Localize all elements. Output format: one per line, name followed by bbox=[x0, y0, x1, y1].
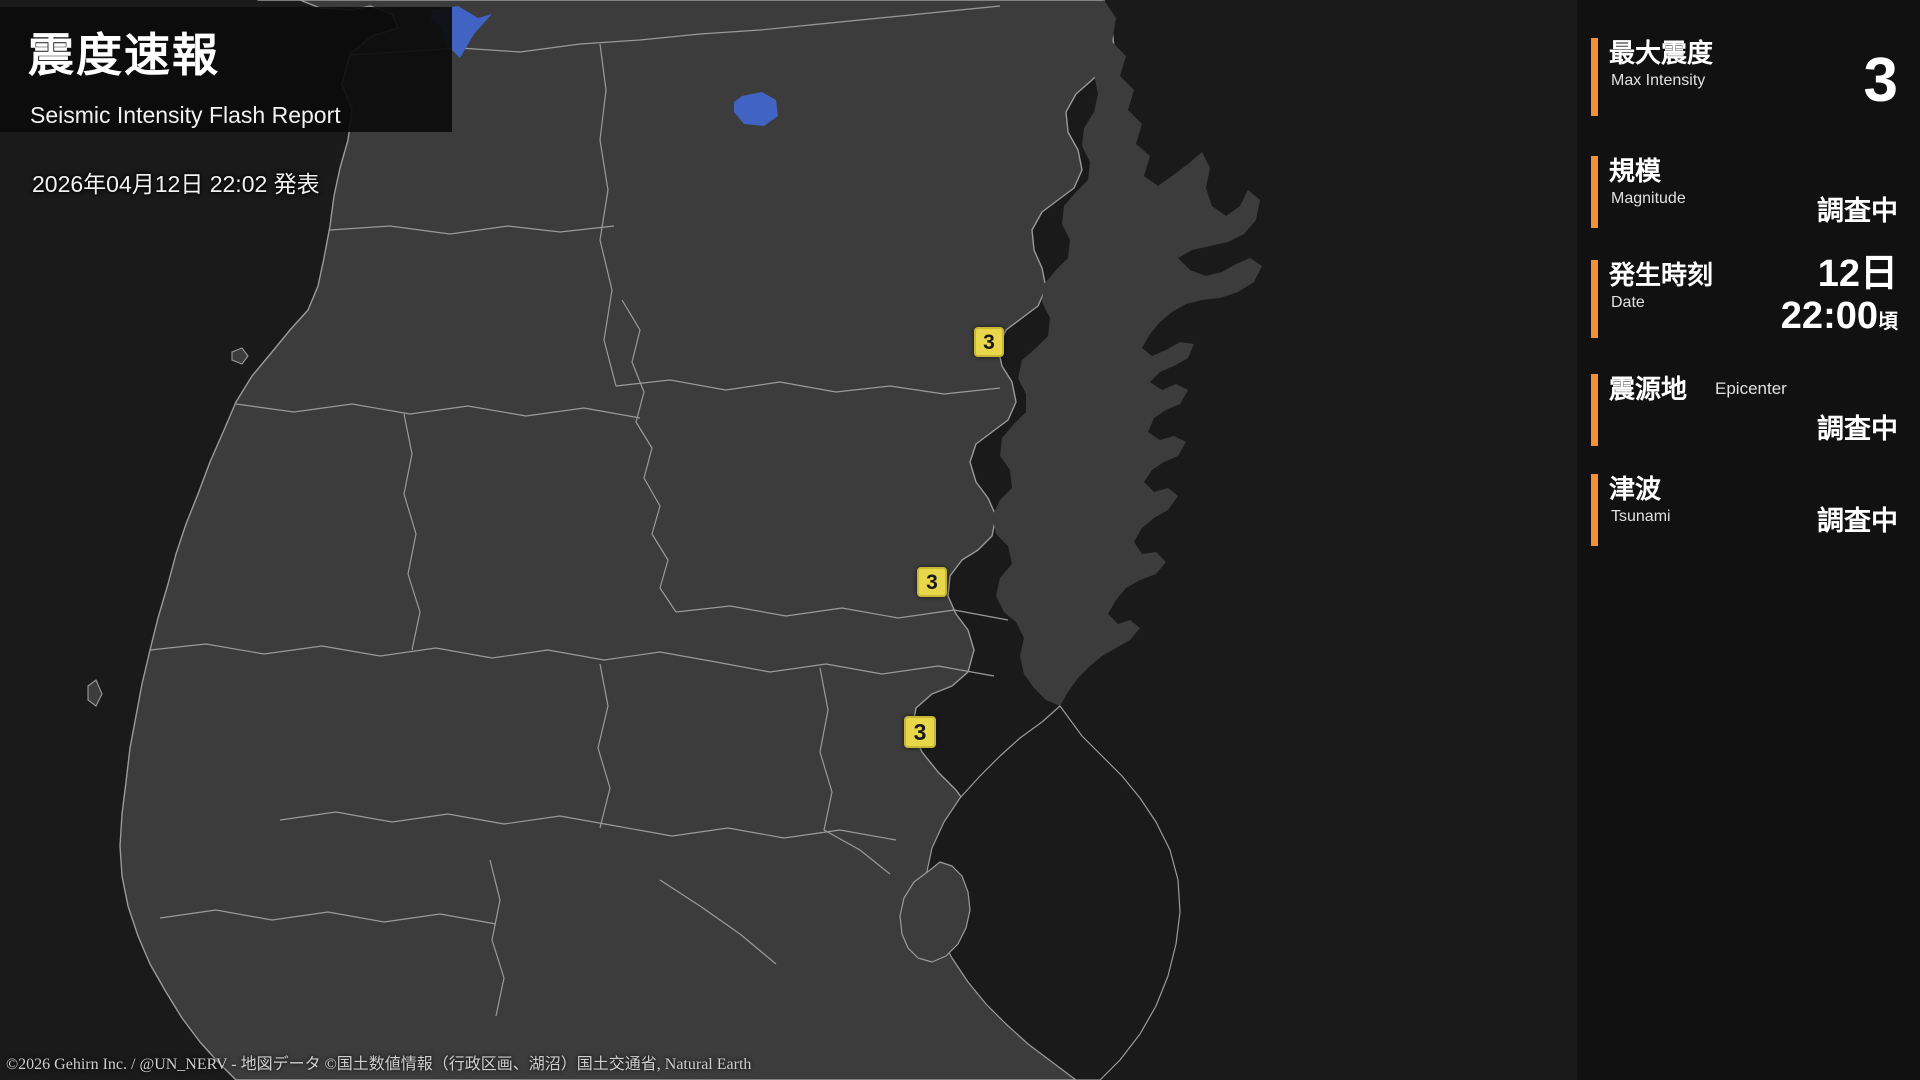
map-attribution: ©2026 Gehirn Inc. / @UN_NERV - 地図データ ©国土… bbox=[6, 1056, 752, 1073]
boso-peninsula bbox=[899, 861, 971, 963]
row-label-ja: 津波 bbox=[1609, 474, 1662, 504]
row-label-en: Max Intensity bbox=[1611, 72, 1706, 89]
row-label-en: Magnitude bbox=[1611, 190, 1686, 207]
time-suffix: 頃 bbox=[1878, 311, 1898, 333]
accent-bar bbox=[1591, 260, 1598, 338]
row-value: 調査中 bbox=[1817, 506, 1898, 536]
lake-inawashiro bbox=[734, 92, 778, 126]
intensity-value: 3 bbox=[926, 570, 938, 594]
report-header-panel: 震度速報 Seismic Intensity Flash Report bbox=[0, 7, 452, 132]
accent-bar bbox=[1591, 474, 1598, 546]
page-title-en: Seismic Intensity Flash Report bbox=[30, 102, 341, 128]
intensity-marker[interactable]: 3 bbox=[904, 716, 936, 748]
info-row-epicenter: 震源地 Epicenter 調査中 bbox=[1577, 368, 1920, 468]
row-label-en: Epicenter bbox=[1715, 379, 1787, 398]
row-value: 調査中 bbox=[1817, 196, 1898, 226]
row-value-day: 12日 bbox=[1817, 253, 1898, 295]
info-row-tsunami: 津波 Tsunami 調査中 bbox=[1577, 468, 1920, 568]
offshore-islands bbox=[87, 347, 249, 707]
time-text: 22:00 bbox=[1780, 295, 1878, 337]
tokyo-bay-sea bbox=[925, 705, 1181, 1080]
accent-bar bbox=[1591, 374, 1598, 446]
row-label-en: Date bbox=[1611, 294, 1645, 311]
row-value: 調査中 bbox=[1817, 414, 1898, 444]
row-label-en: Tsunami bbox=[1611, 508, 1671, 525]
issued-timestamp: 2026年04月12日 22:02 発表 bbox=[32, 171, 320, 197]
row-label-ja: 震源地 bbox=[1609, 374, 1688, 404]
main-map[interactable]: 3 3 3 震度速報 Seismic Intensity Flash Repor… bbox=[0, 0, 1577, 1080]
info-sidebar: 最大震度 Max Intensity 3 規模 Magnitude 調査中 発生… bbox=[1577, 0, 1920, 1080]
map-geometry bbox=[87, 0, 1262, 1080]
row-value: 3 bbox=[1863, 46, 1898, 115]
intensity-marker[interactable]: 3 bbox=[917, 567, 947, 597]
row-value-time: 22:00頃 bbox=[1781, 296, 1898, 342]
accent-bar bbox=[1591, 38, 1598, 116]
accent-bar bbox=[1591, 156, 1598, 228]
info-rows: 最大震度 Max Intensity 3 規模 Magnitude 調査中 発生… bbox=[1577, 0, 1920, 725]
intensity-value: 3 bbox=[913, 718, 927, 745]
landmass-group bbox=[119, 0, 1262, 1080]
intensity-value: 3 bbox=[983, 330, 995, 354]
page-title-ja: 震度速報 bbox=[28, 29, 220, 81]
row-label-ja: 規模 bbox=[1609, 156, 1662, 186]
row-label-ja: 最大震度 bbox=[1609, 38, 1714, 68]
pacific-ria-coast bbox=[992, 0, 1262, 706]
info-row-magnitude: 規模 Magnitude 調査中 bbox=[1577, 150, 1920, 248]
row-label-ja: 発生時刻 bbox=[1609, 260, 1714, 290]
info-row-max-intensity: 最大震度 Max Intensity 3 bbox=[1577, 30, 1920, 135]
prefecture-borders bbox=[149, 5, 1009, 1017]
intensity-marker[interactable]: 3 bbox=[974, 327, 1004, 357]
info-row-date: 発生時刻 Date 12日 22:00頃 bbox=[1577, 252, 1920, 362]
